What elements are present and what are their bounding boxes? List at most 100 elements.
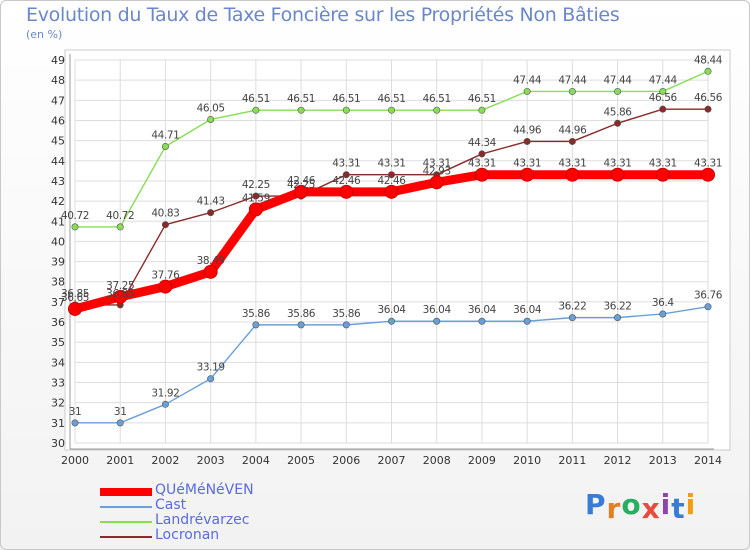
data-label: 42.46	[377, 175, 406, 187]
y-tick-label: 30	[51, 437, 65, 450]
y-tick-label: 45	[51, 135, 65, 148]
data-label: 48.44	[694, 54, 723, 66]
x-tick-label: 2009	[468, 454, 496, 467]
data-point	[203, 264, 218, 279]
y-tick-label: 47	[51, 94, 65, 107]
x-tick-label: 2004	[242, 454, 270, 467]
legend-item: Cast	[100, 497, 360, 514]
data-label: 31	[69, 406, 82, 418]
data-label: 47.44	[513, 74, 542, 86]
data-label: 43.31	[468, 158, 496, 170]
y-tick-label: 43	[51, 175, 65, 188]
legend-item: QUéMéNéVEN	[100, 482, 360, 499]
data-point	[207, 375, 215, 383]
data-label: 36.22	[558, 301, 586, 313]
data-label: 36.85	[106, 288, 134, 300]
data-label: 44.34	[468, 137, 497, 149]
legend-item: Landrévarzec	[100, 512, 360, 529]
y-tick-label: 49	[51, 54, 65, 67]
data-label: 40.83	[151, 208, 179, 220]
data-label: 38.49	[197, 255, 225, 267]
data-label: 36.22	[604, 301, 632, 313]
data-label: 31.92	[151, 387, 179, 399]
data-label: 36.04	[377, 304, 406, 316]
data-label: 42.25	[242, 179, 270, 191]
data-point	[113, 289, 128, 304]
x-tick-label: 2002	[151, 454, 179, 467]
data-label: 42.93	[423, 165, 451, 177]
data-point	[433, 317, 441, 325]
data-label: 46.51	[468, 93, 496, 105]
data-point	[297, 106, 305, 114]
data-label: 43.31	[694, 158, 722, 170]
legend-swatch	[100, 536, 152, 538]
data-label: 43.31	[513, 158, 541, 170]
data-label: 42.46	[332, 175, 361, 187]
data-label: 46.51	[423, 93, 451, 105]
y-tick-label: 41	[51, 215, 65, 228]
data-point	[387, 171, 395, 179]
data-label: 46.05	[197, 102, 225, 114]
data-point	[342, 171, 350, 179]
x-tick-label: 2008	[423, 454, 451, 467]
x-tick-label: 2005	[287, 454, 315, 467]
y-tick-label: 42	[51, 195, 65, 208]
data-point	[161, 400, 169, 408]
data-point	[659, 105, 667, 113]
y-tick-label: 44	[51, 155, 65, 168]
data-label: 36.85	[61, 288, 89, 300]
y-tick-label: 31	[51, 417, 65, 430]
data-label: 44.96	[513, 124, 542, 136]
legend: QUéMéNéVEN Cast Landrévarzec Locronan	[100, 482, 360, 544]
data-point	[523, 317, 531, 325]
data-point	[655, 167, 670, 182]
data-label: 43.31	[604, 158, 632, 170]
data-point	[568, 314, 576, 322]
data-label: 43.31	[332, 158, 360, 170]
data-label: 46.56	[649, 92, 678, 104]
data-point	[523, 137, 531, 145]
data-point	[478, 317, 486, 325]
y-tick-label: 34	[51, 356, 65, 369]
data-point	[384, 184, 399, 199]
data-point	[568, 87, 576, 95]
data-label: 43.31	[649, 158, 677, 170]
data-label: 47.44	[558, 74, 587, 86]
plot-area	[64, 49, 731, 451]
data-label: 46.51	[377, 93, 405, 105]
data-label: 42.46	[287, 175, 316, 187]
data-point	[294, 184, 309, 199]
data-point	[568, 137, 576, 145]
y-tick-label: 39	[51, 256, 65, 269]
unit-label: (en %)	[26, 28, 63, 41]
y-tick-label: 38	[51, 276, 65, 289]
data-point	[252, 106, 260, 114]
data-label: 44.96	[558, 124, 587, 136]
data-label: 36.76	[694, 290, 723, 302]
data-point	[158, 279, 173, 294]
data-label: 41.59	[242, 192, 270, 204]
data-point	[520, 167, 535, 182]
legend-label: QUéMéNéVEN	[155, 482, 254, 498]
data-label: 47.44	[649, 74, 678, 86]
data-point	[248, 202, 263, 217]
data-point	[701, 167, 715, 182]
data-point	[474, 167, 489, 182]
data-point	[161, 221, 169, 229]
y-tick-label: 37	[51, 296, 65, 309]
data-point	[704, 105, 712, 113]
data-label: 43.31	[558, 158, 586, 170]
x-tick-label: 2006	[332, 454, 360, 467]
data-point	[659, 310, 667, 318]
data-point	[478, 106, 486, 114]
data-label: 40.72	[106, 210, 134, 222]
y-tick-label: 33	[51, 377, 65, 390]
data-label: 36.04	[468, 304, 497, 316]
data-point	[429, 175, 444, 190]
x-tick-label: 2011	[558, 454, 586, 467]
data-point	[614, 119, 622, 127]
data-label: 33.19	[197, 362, 225, 374]
y-tick-label: 35	[51, 336, 65, 349]
data-point	[71, 419, 79, 427]
data-label: 40.72	[61, 210, 89, 222]
